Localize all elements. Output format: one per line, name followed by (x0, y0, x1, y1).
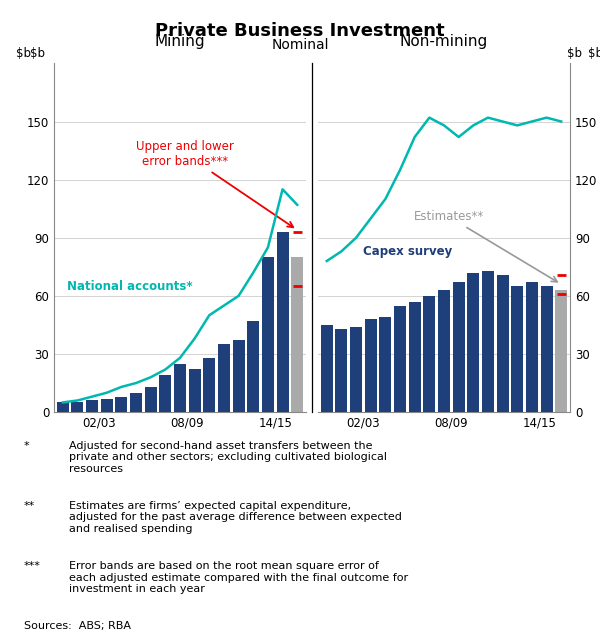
Bar (71, 403, 83, 412)
Bar (174, 364, 186, 412)
Bar (203, 358, 215, 412)
Bar (233, 340, 245, 412)
Text: *: * (24, 441, 29, 451)
Bar (101, 399, 113, 412)
Y-axis label: $b: $b (588, 47, 600, 60)
Text: ***: *** (24, 561, 41, 571)
Bar (115, 397, 127, 412)
Text: Private Business Investment: Private Business Investment (155, 22, 445, 40)
Bar (145, 387, 157, 412)
Text: $b: $b (567, 47, 582, 60)
Bar (526, 282, 538, 412)
Text: Estimates**: Estimates** (414, 210, 557, 282)
Bar (365, 319, 377, 412)
Text: Adjusted for second-hand asset transfers between the
private and other sectors; : Adjusted for second-hand asset transfers… (69, 441, 387, 474)
Bar (262, 257, 274, 412)
Bar (394, 306, 406, 412)
Bar (452, 282, 464, 412)
Bar (130, 392, 142, 412)
Bar (555, 290, 567, 412)
Text: Capex survey: Capex survey (364, 245, 452, 258)
Bar (247, 321, 259, 412)
Bar (188, 370, 200, 412)
Bar (218, 344, 230, 412)
Bar (160, 375, 172, 412)
Bar (409, 302, 421, 412)
Bar (497, 275, 509, 412)
Bar (321, 325, 333, 412)
Bar (424, 296, 436, 412)
Bar (438, 290, 450, 412)
Text: Sources:  ABS; RBA: Sources: ABS; RBA (24, 621, 131, 631)
Text: **: ** (24, 501, 35, 511)
Text: Non-mining: Non-mining (400, 34, 488, 49)
Bar (277, 232, 289, 412)
Text: National accounts*: National accounts* (67, 280, 192, 293)
Bar (467, 273, 479, 412)
Bar (57, 403, 69, 412)
Bar (482, 271, 494, 412)
Bar (541, 286, 553, 412)
Text: $b: $b (30, 47, 45, 60)
Bar (86, 401, 98, 412)
Bar (291, 257, 303, 412)
Text: Nominal: Nominal (271, 38, 329, 52)
Bar (335, 329, 347, 412)
Bar (511, 286, 523, 412)
Text: Error bands are based on the root mean square error of
each adjusted estimate co: Error bands are based on the root mean s… (69, 561, 408, 594)
Text: Mining: Mining (155, 34, 205, 49)
Y-axis label: $b: $b (16, 47, 31, 60)
Bar (350, 327, 362, 412)
Bar (379, 317, 391, 412)
Text: Upper and lower
error bands***: Upper and lower error bands*** (136, 140, 293, 228)
Text: Estimates are firms’ expected capital expenditure,
adjusted for the past average: Estimates are firms’ expected capital ex… (69, 501, 402, 534)
